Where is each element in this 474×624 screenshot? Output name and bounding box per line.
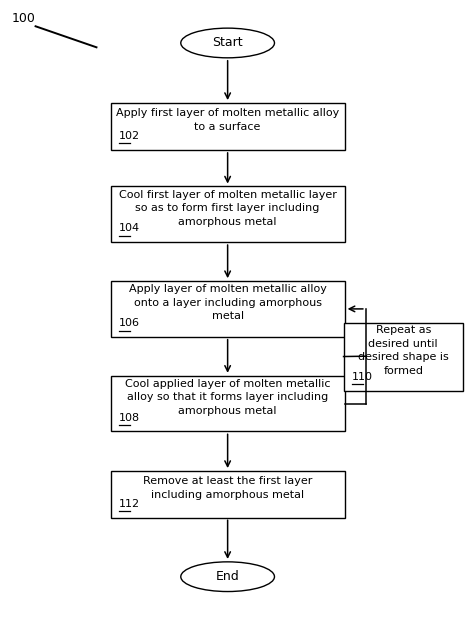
Text: End: End <box>216 570 239 583</box>
Text: Remove at least the first layer
including amorphous metal: Remove at least the first layer includin… <box>143 477 312 500</box>
Ellipse shape <box>181 28 274 58</box>
FancyBboxPatch shape <box>110 104 345 150</box>
Text: 108: 108 <box>119 412 140 422</box>
FancyBboxPatch shape <box>344 323 463 391</box>
FancyBboxPatch shape <box>110 281 345 337</box>
Text: 102: 102 <box>119 131 140 141</box>
FancyBboxPatch shape <box>110 376 345 431</box>
Text: Repeat as
desired until
desired shape is
formed: Repeat as desired until desired shape is… <box>358 325 449 376</box>
Text: 106: 106 <box>119 318 140 328</box>
Ellipse shape <box>181 562 274 592</box>
Text: 104: 104 <box>119 223 140 233</box>
Text: Cool applied layer of molten metallic
alloy so that it forms layer including
amo: Cool applied layer of molten metallic al… <box>125 379 330 416</box>
Text: 112: 112 <box>119 499 140 509</box>
Text: Cool first layer of molten metallic layer
so as to form first layer including
am: Cool first layer of molten metallic laye… <box>118 190 337 227</box>
FancyBboxPatch shape <box>110 187 345 242</box>
Text: Apply first layer of molten metallic alloy
to a surface: Apply first layer of molten metallic all… <box>116 109 339 132</box>
FancyBboxPatch shape <box>110 471 345 518</box>
Text: Apply layer of molten metallic alloy
onto a layer including amorphous
metal: Apply layer of molten metallic alloy ont… <box>129 284 327 321</box>
Text: 100: 100 <box>12 12 36 25</box>
Text: Start: Start <box>212 36 243 49</box>
Text: 110: 110 <box>352 372 373 382</box>
